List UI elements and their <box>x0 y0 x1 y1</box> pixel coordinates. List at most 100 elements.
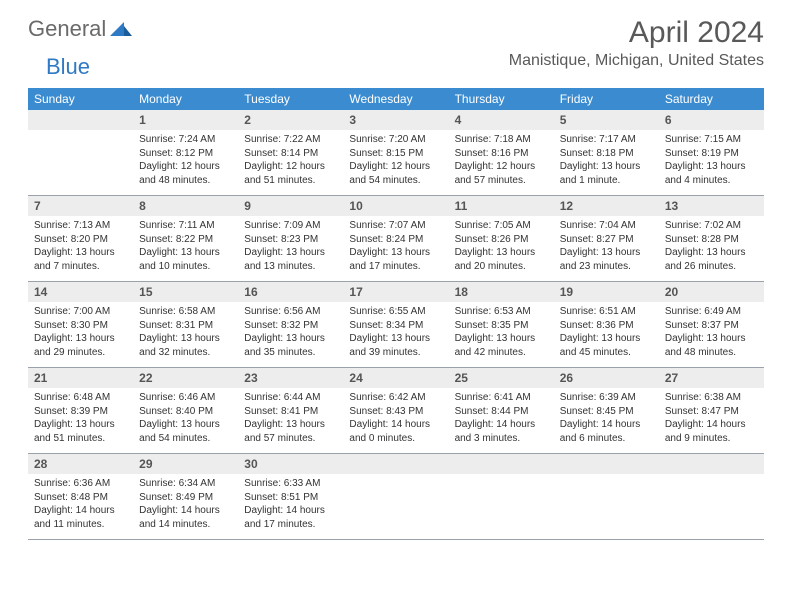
weekday-friday: Friday <box>554 88 659 110</box>
daylight-line1: Daylight: 13 hours <box>244 332 337 346</box>
daylight-line2: and 45 minutes. <box>560 346 653 360</box>
daylight-line2: and 1 minute. <box>560 174 653 188</box>
daylight-line1: Daylight: 13 hours <box>560 332 653 346</box>
day-number-blank <box>28 110 133 130</box>
sunrise-text: Sunrise: 6:55 AM <box>349 305 442 319</box>
day-number-blank <box>343 454 448 474</box>
day-detail: Sunrise: 7:02 AMSunset: 8:28 PMDaylight:… <box>659 216 764 281</box>
weekday-saturday: Saturday <box>659 88 764 110</box>
daylight-line2: and 6 minutes. <box>560 432 653 446</box>
day-detail: Sunrise: 6:38 AMSunset: 8:47 PMDaylight:… <box>659 388 764 453</box>
day-detail: Sunrise: 7:24 AMSunset: 8:12 PMDaylight:… <box>133 130 238 195</box>
sunrise-text: Sunrise: 7:04 AM <box>560 219 653 233</box>
day-detail: Sunrise: 6:58 AMSunset: 8:31 PMDaylight:… <box>133 302 238 367</box>
daylight-line2: and 35 minutes. <box>244 346 337 360</box>
daylight-line1: Daylight: 13 hours <box>139 332 232 346</box>
day-detail: Sunrise: 7:17 AMSunset: 8:18 PMDaylight:… <box>554 130 659 195</box>
sunrise-text: Sunrise: 7:18 AM <box>455 133 548 147</box>
sunrise-text: Sunrise: 6:42 AM <box>349 391 442 405</box>
sunset-text: Sunset: 8:48 PM <box>34 491 127 505</box>
day-number: 16 <box>238 282 343 302</box>
sunset-text: Sunset: 8:24 PM <box>349 233 442 247</box>
daylight-line2: and 13 minutes. <box>244 260 337 274</box>
sunset-text: Sunset: 8:40 PM <box>139 405 232 419</box>
sunset-text: Sunset: 8:12 PM <box>139 147 232 161</box>
daylight-line1: Daylight: 12 hours <box>139 160 232 174</box>
sunrise-text: Sunrise: 6:36 AM <box>34 477 127 491</box>
day-number-blank <box>554 454 659 474</box>
day-detail: Sunrise: 6:36 AMSunset: 8:48 PMDaylight:… <box>28 474 133 539</box>
weekday-monday: Monday <box>133 88 238 110</box>
daylight-line2: and 14 minutes. <box>139 518 232 532</box>
sunset-text: Sunset: 8:16 PM <box>455 147 548 161</box>
daylight-line1: Daylight: 13 hours <box>665 246 758 260</box>
daylight-line2: and 26 minutes. <box>665 260 758 274</box>
sunrise-text: Sunrise: 7:09 AM <box>244 219 337 233</box>
daylight-line1: Daylight: 14 hours <box>560 418 653 432</box>
day-number: 7 <box>28 196 133 216</box>
daylight-line2: and 54 minutes. <box>139 432 232 446</box>
sunrise-text: Sunrise: 7:15 AM <box>665 133 758 147</box>
daylight-line1: Daylight: 14 hours <box>139 504 232 518</box>
detail-row: Sunrise: 7:24 AMSunset: 8:12 PMDaylight:… <box>28 130 764 195</box>
daylight-line1: Daylight: 13 hours <box>139 246 232 260</box>
day-detail: Sunrise: 6:34 AMSunset: 8:49 PMDaylight:… <box>133 474 238 539</box>
month-title: April 2024 <box>509 16 764 50</box>
daylight-line2: and 0 minutes. <box>349 432 442 446</box>
daylight-line2: and 20 minutes. <box>455 260 548 274</box>
sunset-text: Sunset: 8:39 PM <box>34 405 127 419</box>
day-number: 1 <box>133 110 238 130</box>
sunrise-text: Sunrise: 6:44 AM <box>244 391 337 405</box>
daylight-line2: and 9 minutes. <box>665 432 758 446</box>
daynum-row: 282930 <box>28 454 764 474</box>
sunset-text: Sunset: 8:34 PM <box>349 319 442 333</box>
weekday-sunday: Sunday <box>28 88 133 110</box>
detail-row: Sunrise: 7:13 AMSunset: 8:20 PMDaylight:… <box>28 216 764 281</box>
day-detail: Sunrise: 6:53 AMSunset: 8:35 PMDaylight:… <box>449 302 554 367</box>
daylight-line2: and 51 minutes. <box>34 432 127 446</box>
daylight-line2: and 4 minutes. <box>665 174 758 188</box>
detail-row: Sunrise: 6:36 AMSunset: 8:48 PM Daylight:… <box>28 474 764 539</box>
sunset-text: Sunset: 8:41 PM <box>244 405 337 419</box>
day-detail: Sunrise: 7:15 AMSunset: 8:19 PMDaylight:… <box>659 130 764 195</box>
day-number: 19 <box>554 282 659 302</box>
sunrise-text: Sunrise: 6:38 AM <box>665 391 758 405</box>
daylight-line1: Daylight: 13 hours <box>349 332 442 346</box>
daylight-line2: and 57 minutes. <box>244 432 337 446</box>
sunrise-text: Sunrise: 7:07 AM <box>349 219 442 233</box>
daylight-line1: Daylight: 14 hours <box>244 504 337 518</box>
sunset-text: Sunset: 8:47 PM <box>665 405 758 419</box>
daylight-line2: and 51 minutes. <box>244 174 337 188</box>
daylight-line1: Daylight: 13 hours <box>455 246 548 260</box>
sunrise-text: Sunrise: 7:02 AM <box>665 219 758 233</box>
week-separator <box>28 539 764 540</box>
sunset-text: Sunset: 8:49 PM <box>139 491 232 505</box>
daylight-line1: Daylight: 13 hours <box>34 246 127 260</box>
sunrise-text: Sunrise: 7:00 AM <box>34 305 127 319</box>
sunset-text: Sunset: 8:31 PM <box>139 319 232 333</box>
sunset-text: Sunset: 8:35 PM <box>455 319 548 333</box>
sunrise-text: Sunrise: 6:34 AM <box>139 477 232 491</box>
daylight-line2: and 10 minutes. <box>139 260 232 274</box>
daylight-line2: and 17 minutes. <box>244 518 337 532</box>
day-number: 28 <box>28 454 133 474</box>
daylight-line2: and 23 minutes. <box>560 260 653 274</box>
sunset-text: Sunset: 8:36 PM <box>560 319 653 333</box>
daylight-line1: Daylight: 13 hours <box>455 332 548 346</box>
daylight-line2: and 48 minutes. <box>139 174 232 188</box>
weekday-tuesday: Tuesday <box>238 88 343 110</box>
daylight-line2: and 11 minutes. <box>34 518 127 532</box>
day-number: 29 <box>133 454 238 474</box>
sunset-text: Sunset: 8:28 PM <box>665 233 758 247</box>
day-number: 2 <box>238 110 343 130</box>
day-detail: Sunrise: 7:22 AMSunset: 8:14 PMDaylight:… <box>238 130 343 195</box>
day-number: 25 <box>449 368 554 388</box>
day-detail: Sunrise: 6:46 AMSunset: 8:40 PMDaylight:… <box>133 388 238 453</box>
daylight-line2: and 42 minutes. <box>455 346 548 360</box>
day-number: 6 <box>659 110 764 130</box>
day-detail-blank <box>28 130 133 195</box>
weekday-header-row: SundayMondayTuesdayWednesdayThursdayFrid… <box>28 88 764 110</box>
day-number: 12 <box>554 196 659 216</box>
day-number: 13 <box>659 196 764 216</box>
day-detail: Sunrise: 7:00 AMSunset: 8:30 PMDaylight:… <box>28 302 133 367</box>
